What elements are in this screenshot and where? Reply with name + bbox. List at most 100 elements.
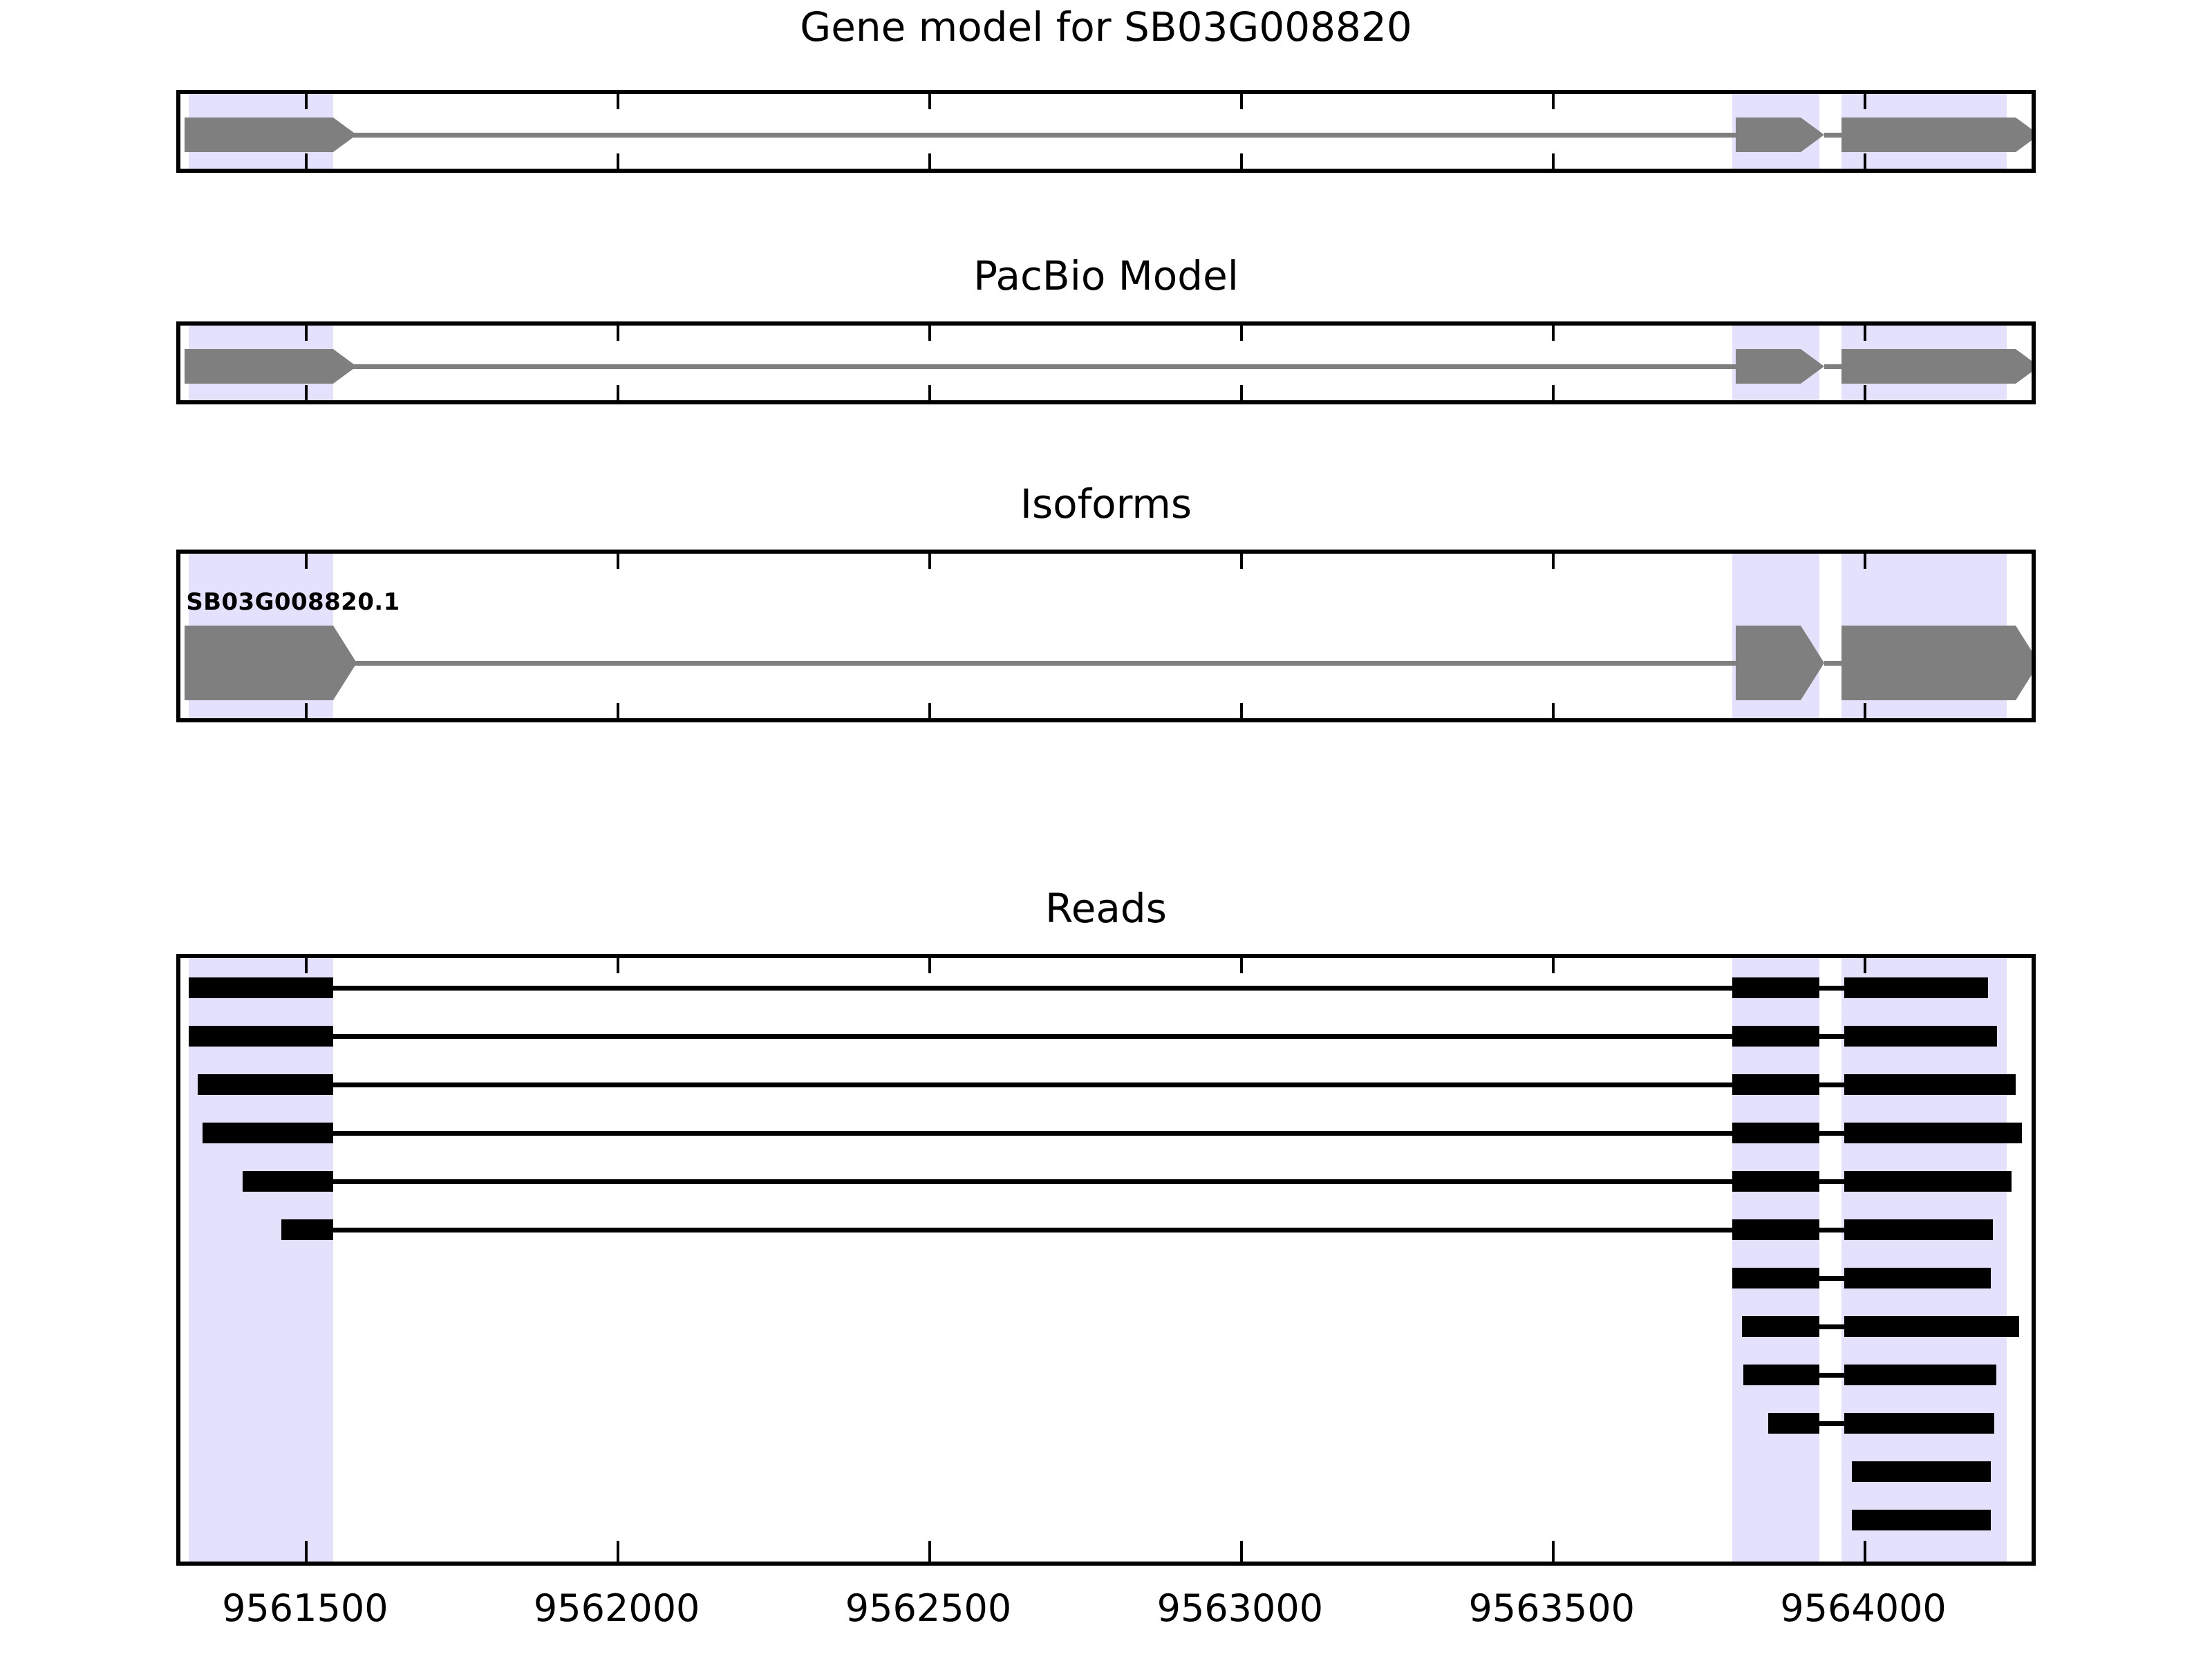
read-block [1844, 1219, 1994, 1240]
read-block [203, 1123, 333, 1143]
axis-tick [928, 1541, 932, 1562]
exon-block [1735, 349, 1801, 384]
highlight-region [1841, 958, 2007, 1562]
exon-arrowhead-icon [1801, 626, 1825, 700]
axis-tick [1551, 153, 1555, 169]
x-axis-tick-label: 9564000 [1780, 1586, 1947, 1630]
read-intron-line [332, 1179, 1733, 1184]
exon-block [1841, 118, 2016, 152]
read-block [1844, 1268, 1991, 1288]
axis-tick [1863, 94, 1866, 109]
exon-arrowhead-icon [1801, 118, 1825, 152]
axis-tick [928, 958, 932, 973]
exon-block [1735, 626, 1801, 700]
axis-tick [617, 385, 620, 400]
axis-tick [1551, 94, 1555, 109]
axis-tick [617, 703, 620, 718]
intron-line [332, 133, 1736, 138]
read-block [1768, 1413, 1820, 1434]
x-axis-tick-label: 9562500 [845, 1586, 1012, 1630]
read-intron-line [332, 1082, 1733, 1087]
axis-tick [305, 94, 308, 109]
exon-arrowhead-icon [2016, 118, 2032, 152]
read-block [1741, 1316, 1820, 1337]
read-intron-line [1819, 1373, 1845, 1378]
axis-tick [1239, 326, 1243, 341]
axis-tick [1239, 94, 1243, 109]
read-block [1732, 1026, 1820, 1047]
read-block [198, 1074, 333, 1095]
read-block [1743, 1365, 1820, 1385]
read-intron-line [1819, 1421, 1845, 1426]
read-block [188, 977, 333, 998]
panel-isoforms: SB03G008820.1 [176, 550, 2036, 722]
axis-tick [617, 153, 620, 169]
read-block [1844, 1413, 1994, 1434]
read-block [1844, 1365, 1996, 1385]
axis-tick [305, 703, 308, 718]
exon-arrowhead-icon [332, 118, 357, 152]
read-block [1732, 977, 1820, 998]
panel-title-gene-model: Gene model for SB03G008820 [800, 3, 1412, 50]
read-block [1732, 1219, 1820, 1240]
axis-tick [1239, 385, 1243, 400]
axis-tick [617, 1541, 620, 1562]
read-block [243, 1171, 333, 1192]
exon-block [185, 118, 333, 152]
read-intron-line [1819, 1082, 1845, 1087]
intron-line [1824, 661, 1841, 666]
axis-tick [305, 385, 308, 400]
axis-tick [1551, 385, 1555, 400]
read-intron-line [1819, 986, 1845, 991]
read-intron-line [332, 1228, 1733, 1232]
read-block [1732, 1268, 1820, 1288]
axis-tick [1551, 554, 1555, 569]
x-axis-tick-label: 9563500 [1468, 1586, 1635, 1630]
axis-tick [928, 703, 932, 718]
axis-tick [928, 385, 932, 400]
axis-tick [305, 554, 308, 569]
axis-tick [1239, 1541, 1243, 1562]
axis-tick [1239, 703, 1243, 718]
read-intron-line [332, 986, 1733, 991]
read-block [1844, 1316, 2019, 1337]
read-block [281, 1219, 333, 1240]
axis-tick [1239, 958, 1243, 973]
read-block [1844, 1074, 2016, 1095]
axis-tick [1863, 554, 1866, 569]
axis-tick [1239, 153, 1243, 169]
exon-arrowhead-icon [2016, 626, 2032, 700]
axis-tick [928, 554, 932, 569]
panel-title-isoforms: Isoforms [1020, 480, 1192, 527]
axis-tick [617, 326, 620, 341]
exon-block [1735, 118, 1801, 152]
panel-title-pacbio-model: PacBio Model [973, 252, 1239, 299]
exon-arrowhead-icon [332, 349, 357, 384]
exon-block [185, 626, 333, 700]
read-block [1844, 1171, 2012, 1192]
read-intron-line [1819, 1131, 1845, 1136]
panel-pacbio-model [176, 321, 2036, 404]
axis-tick [305, 958, 308, 973]
exon-arrowhead-icon [1801, 349, 1825, 384]
axis-tick [928, 326, 932, 341]
highlight-region [188, 958, 333, 1562]
axis-tick [1551, 326, 1555, 341]
axis-tick [1863, 385, 1866, 400]
axis-tick [617, 554, 620, 569]
x-axis-tick-label: 9563000 [1156, 1586, 1324, 1630]
read-block [1852, 1461, 1991, 1482]
exon-block [1841, 626, 2016, 700]
x-axis-tick-label: 9562000 [533, 1586, 700, 1630]
exon-block [185, 349, 333, 384]
read-intron-line [1819, 1228, 1845, 1232]
axis-tick [1863, 326, 1866, 341]
exon-arrowhead-icon [2016, 349, 2032, 384]
read-block [1852, 1510, 1991, 1530]
read-block [1844, 1123, 2023, 1143]
x-axis-tick-label: 9561500 [222, 1586, 388, 1630]
read-intron-line [332, 1131, 1733, 1136]
axis-tick [1863, 1541, 1866, 1562]
isoform-label: SB03G008820.1 [186, 588, 400, 616]
